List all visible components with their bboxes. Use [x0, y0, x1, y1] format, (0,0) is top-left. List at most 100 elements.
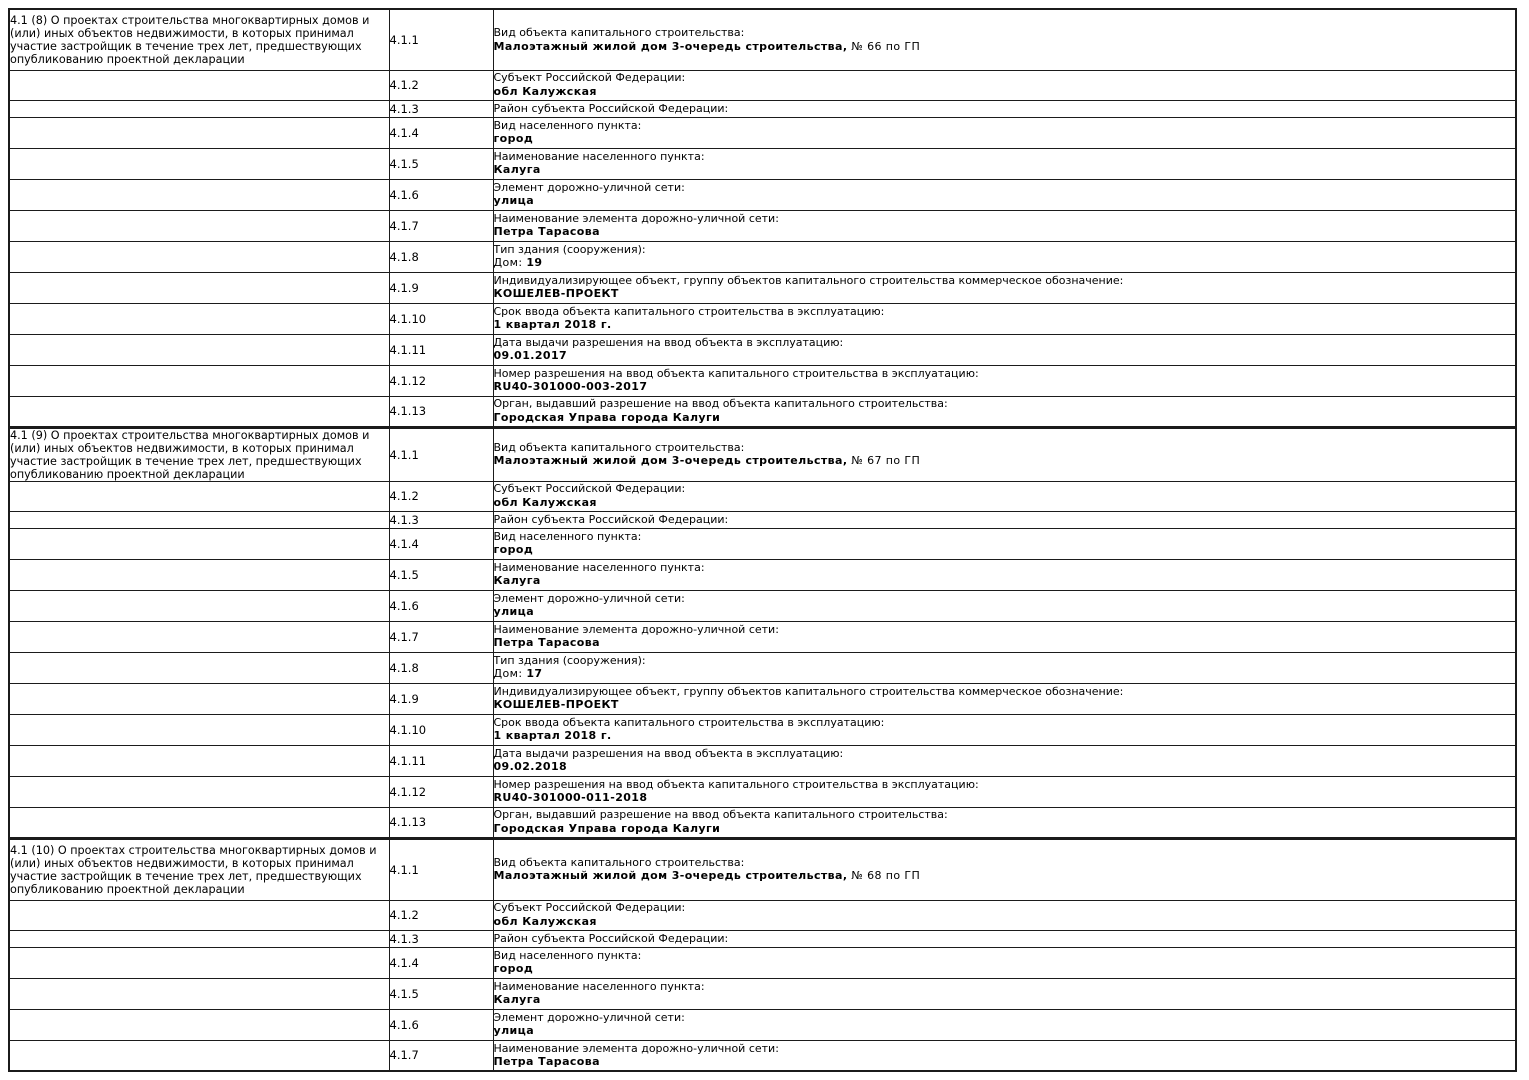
field-value-segment: Петра Тарасова [493, 225, 600, 239]
field-label: Субъект Российской Федерации: [493, 71, 686, 85]
row-number: 4.1.4 [389, 955, 419, 970]
section-header-empty-cell [8, 480, 390, 512]
field-value: Калуга [493, 163, 1515, 177]
section-header-empty-cell [8, 620, 390, 653]
field-label: Срок ввода объекта капитального строител… [493, 715, 885, 729]
row-number-cell: 4.1.1 [388, 425, 494, 482]
field-label: Номер разрешения на ввод объекта капитал… [493, 366, 979, 380]
field-label: Орган, выдавший разрешение на ввод объек… [493, 397, 948, 411]
row-number-cell: 4.1.1 [388, 836, 494, 901]
row-number-cell: 4.1.12 [388, 775, 494, 808]
field-value-segment: Калуга [493, 993, 541, 1007]
field-value-segment: № 68 по ГП [847, 869, 921, 883]
row-number-cell: 4.1.9 [388, 682, 494, 715]
row-number: 4.1.5 [389, 986, 419, 1001]
row-number: 4.1.4 [389, 536, 419, 551]
field-label: Вид объекта капитального строительства: [493, 26, 745, 39]
field-value: улица [493, 1024, 1515, 1038]
field-value-segment: Калуга [493, 163, 541, 177]
field-value-segment: Городская Управа города Калуги [493, 410, 721, 424]
row-content-cell: Вид объекта капитального строительства: М… [492, 836, 1517, 901]
field-label: Индивидуализирующее объект, группу объек… [493, 273, 1124, 287]
field-value-segment: RU40-301000-011-2018 [493, 791, 648, 805]
section-header-empty-cell [8, 651, 390, 684]
field-label: Номер разрешения на ввод объекта капитал… [493, 777, 979, 791]
section-header-empty-cell [8, 116, 390, 149]
row-number-cell: 4.1.4 [388, 946, 494, 979]
row-number-cell: 4.1.11 [388, 744, 494, 777]
field-value: Калуга [494, 574, 1515, 588]
field-value-segment: Петра Тарасова [493, 636, 600, 650]
field-value-segment: улица [493, 1024, 535, 1038]
table-row: 4.1.5 Наименование населенного пункта: Кал… [8, 147, 1517, 180]
field-value-segment: Петра Тарасова [493, 1055, 600, 1068]
field-value: 1 квартал 2018 г. [494, 729, 1515, 743]
section-header-empty-cell [8, 147, 390, 180]
field-value: 09.01.2017 [494, 349, 1515, 363]
section-header-empty-cell [8, 775, 390, 808]
section-header-text: 4.1 (9) О проектах строительства многокв… [10, 428, 370, 481]
row-number-cell: 4.1.5 [388, 558, 494, 591]
table-row: 4.1.13 Орган, выдавший разрешение на ввод… [8, 806, 1517, 839]
row-number: 4.1.10 [389, 311, 427, 326]
field-value-segment: 09.02.2018 [493, 760, 568, 774]
row-number-cell: 4.1.13 [388, 395, 494, 428]
row-number: 4.1.12 [389, 373, 427, 388]
field-value: обл Калужская [494, 85, 1515, 99]
field-label: Элемент дорожно-уличной сети: [493, 180, 685, 194]
table-row: 4.1.12 Номер разрешения на ввод объекта к… [8, 364, 1517, 397]
row-content-cell: Субъект Российской Федерации: обл Калужск… [492, 69, 1517, 101]
row-number-cell: 4.1.5 [388, 147, 494, 180]
field-value-segment: улица [493, 194, 535, 208]
table-row: 4.1.6 Элемент дорожно-уличной сети: улица [8, 178, 1517, 211]
table-row: 4.1.10 Срок ввода объекта капитального ст… [8, 713, 1517, 746]
row-number-cell: 4.1.2 [388, 899, 494, 931]
row-number-cell: 4.1.3 [388, 929, 494, 948]
row-content-cell: Наименование населенного пункта: Калуга [492, 558, 1517, 591]
field-value-segment: Городская Управа города Калуги [493, 821, 721, 835]
row-number-cell: 4.1.2 [388, 69, 494, 101]
field-label: Район субъекта Российской Федерации: [493, 101, 729, 115]
field-value: КОШЕЛЕВ-ПРОЕКТ [493, 287, 1515, 301]
row-content-cell: Наименование элемента дорожно-уличной се… [492, 1039, 1517, 1072]
field-value-segment: Малоэтажный жилой дом 3-очередь строител… [493, 39, 848, 53]
row-content-cell: Наименование населенного пункта: Калуга [492, 147, 1517, 180]
row-number: 4.1.6 [389, 598, 419, 613]
row-content-cell: Вид населенного пункта: город [492, 527, 1517, 560]
row-content-cell: Срок ввода объекта капитального строител… [492, 713, 1517, 746]
field-value-segment: № 66 по ГП [847, 39, 921, 53]
table-row: 4.1.4 Вид населенного пункта: город [8, 116, 1517, 149]
row-content-cell: Субъект Российской Федерации: обл Калужск… [492, 480, 1517, 512]
row-content-cell: Район субъекта Российской Федерации: [492, 99, 1517, 118]
row-content-cell: Орган, выдавший разрешение на ввод объек… [492, 395, 1517, 428]
section-header-empty-cell [8, 302, 390, 335]
row-number: 4.1.4 [389, 125, 419, 140]
row-number: 4.1.7 [389, 218, 419, 233]
row-number: 4.1.5 [389, 156, 419, 171]
row-content-cell: Номер разрешения на ввод объекта капитал… [492, 775, 1517, 808]
field-label: Вид объекта капитального строительства: [493, 440, 745, 454]
section-header-cell: 4.1 (9) О проектах строительства многокв… [8, 425, 390, 482]
row-number-cell: 4.1.6 [388, 178, 494, 211]
row-content-cell: Вид объекта капитального строительства: М… [492, 425, 1517, 482]
row-number: 4.1.7 [389, 1048, 419, 1063]
field-label: Дата выдачи разрешения на ввод объекта в… [493, 746, 844, 760]
field-label: Наименование населенного пункта: [493, 149, 705, 163]
table-row: 4.1.7 Наименование элемента дорожно-уличн… [8, 620, 1517, 653]
field-label: Субъект Российской Федерации: [493, 901, 686, 915]
table-row: 4.1.3 Район субъекта Российской Федерации… [8, 929, 1517, 948]
field-value: Калуга [493, 993, 1515, 1007]
field-value: Городская Управа города Калуги [493, 410, 1515, 425]
field-label: Срок ввода объекта капитального строител… [493, 304, 885, 318]
row-number-cell: 4.1.4 [388, 527, 494, 560]
field-value-segment: Дом: [493, 667, 527, 681]
field-value: улица [494, 605, 1515, 619]
row-number: 4.1.2 [389, 489, 419, 503]
row-number-cell: 4.1.5 [388, 977, 494, 1010]
field-value-segment: КОШЕЛЕВ-ПРОЕКТ [493, 287, 619, 301]
field-value: КОШЕЛЕВ-ПРОЕКТ [494, 698, 1515, 712]
row-number: 4.1.1 [389, 447, 419, 462]
field-value: Петра Тарасова [493, 636, 1515, 650]
field-label: Вид населенного пункта: [493, 118, 642, 132]
section-header-text: 4.1 (8) О проектах строительства многокв… [10, 13, 370, 66]
